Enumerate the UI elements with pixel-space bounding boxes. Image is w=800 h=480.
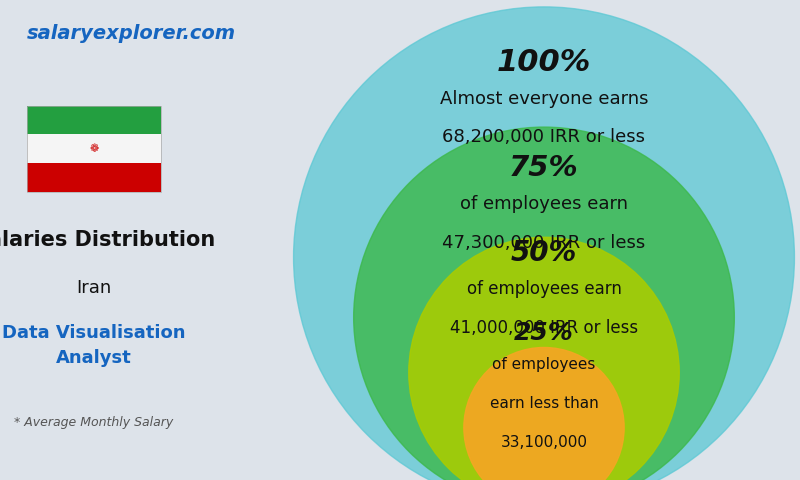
Circle shape [354, 127, 734, 480]
Text: Salaries Distribution: Salaries Distribution [0, 230, 215, 250]
Text: Iran: Iran [77, 279, 112, 297]
Circle shape [409, 237, 679, 480]
Text: salaryexplorer.com: salaryexplorer.com [27, 24, 236, 43]
Bar [27, 134, 162, 163]
Text: * Average Monthly Salary: * Average Monthly Salary [14, 416, 174, 429]
Text: Almost everyone earns: Almost everyone earns [440, 90, 648, 108]
Text: of employees earn: of employees earn [466, 280, 622, 298]
Circle shape [464, 348, 624, 480]
Text: 25%: 25% [514, 321, 574, 345]
Text: ❁: ❁ [90, 144, 98, 154]
Text: 41,000,000 IRR or less: 41,000,000 IRR or less [450, 319, 638, 336]
Text: Data Visualisation
Analyst: Data Visualisation Analyst [2, 324, 186, 367]
Text: 33,100,000: 33,100,000 [501, 435, 587, 450]
Bar [27, 163, 162, 192]
Bar [27, 106, 162, 134]
Text: 50%: 50% [511, 240, 577, 267]
Text: 75%: 75% [509, 154, 579, 182]
Text: of employees: of employees [492, 358, 596, 372]
Circle shape [294, 7, 794, 480]
Text: 68,200,000 IRR or less: 68,200,000 IRR or less [442, 128, 646, 146]
Bar [27, 106, 162, 192]
Text: 100%: 100% [497, 48, 591, 77]
Text: of employees earn: of employees earn [460, 195, 628, 213]
Text: earn less than: earn less than [490, 396, 598, 411]
Text: 47,300,000 IRR or less: 47,300,000 IRR or less [442, 234, 646, 252]
